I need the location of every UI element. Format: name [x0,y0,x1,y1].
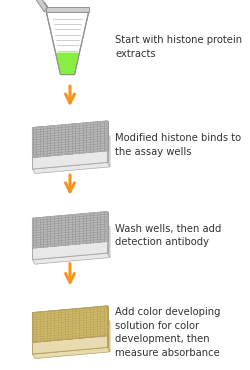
Polygon shape [32,253,110,264]
Polygon shape [32,336,108,354]
Polygon shape [32,347,110,359]
Polygon shape [33,0,48,12]
Bar [46,7,89,11]
Polygon shape [32,162,110,174]
Text: Wash wells, then add
detection antibody: Wash wells, then add detection antibody [115,224,222,248]
Polygon shape [108,318,110,352]
Polygon shape [32,121,108,157]
Polygon shape [46,11,89,75]
Polygon shape [32,306,108,342]
Text: Start with histone protein
extracts: Start with histone protein extracts [115,35,242,59]
Polygon shape [32,241,108,260]
Polygon shape [32,151,108,169]
Polygon shape [108,223,110,258]
Text: Modified histone binds to
the assay wells: Modified histone binds to the assay well… [115,133,241,157]
Polygon shape [32,212,108,248]
Polygon shape [108,133,110,167]
Text: Add color developing
solution for color
development, then
measure absorbance: Add color developing solution for color … [115,307,220,358]
Polygon shape [56,53,80,75]
